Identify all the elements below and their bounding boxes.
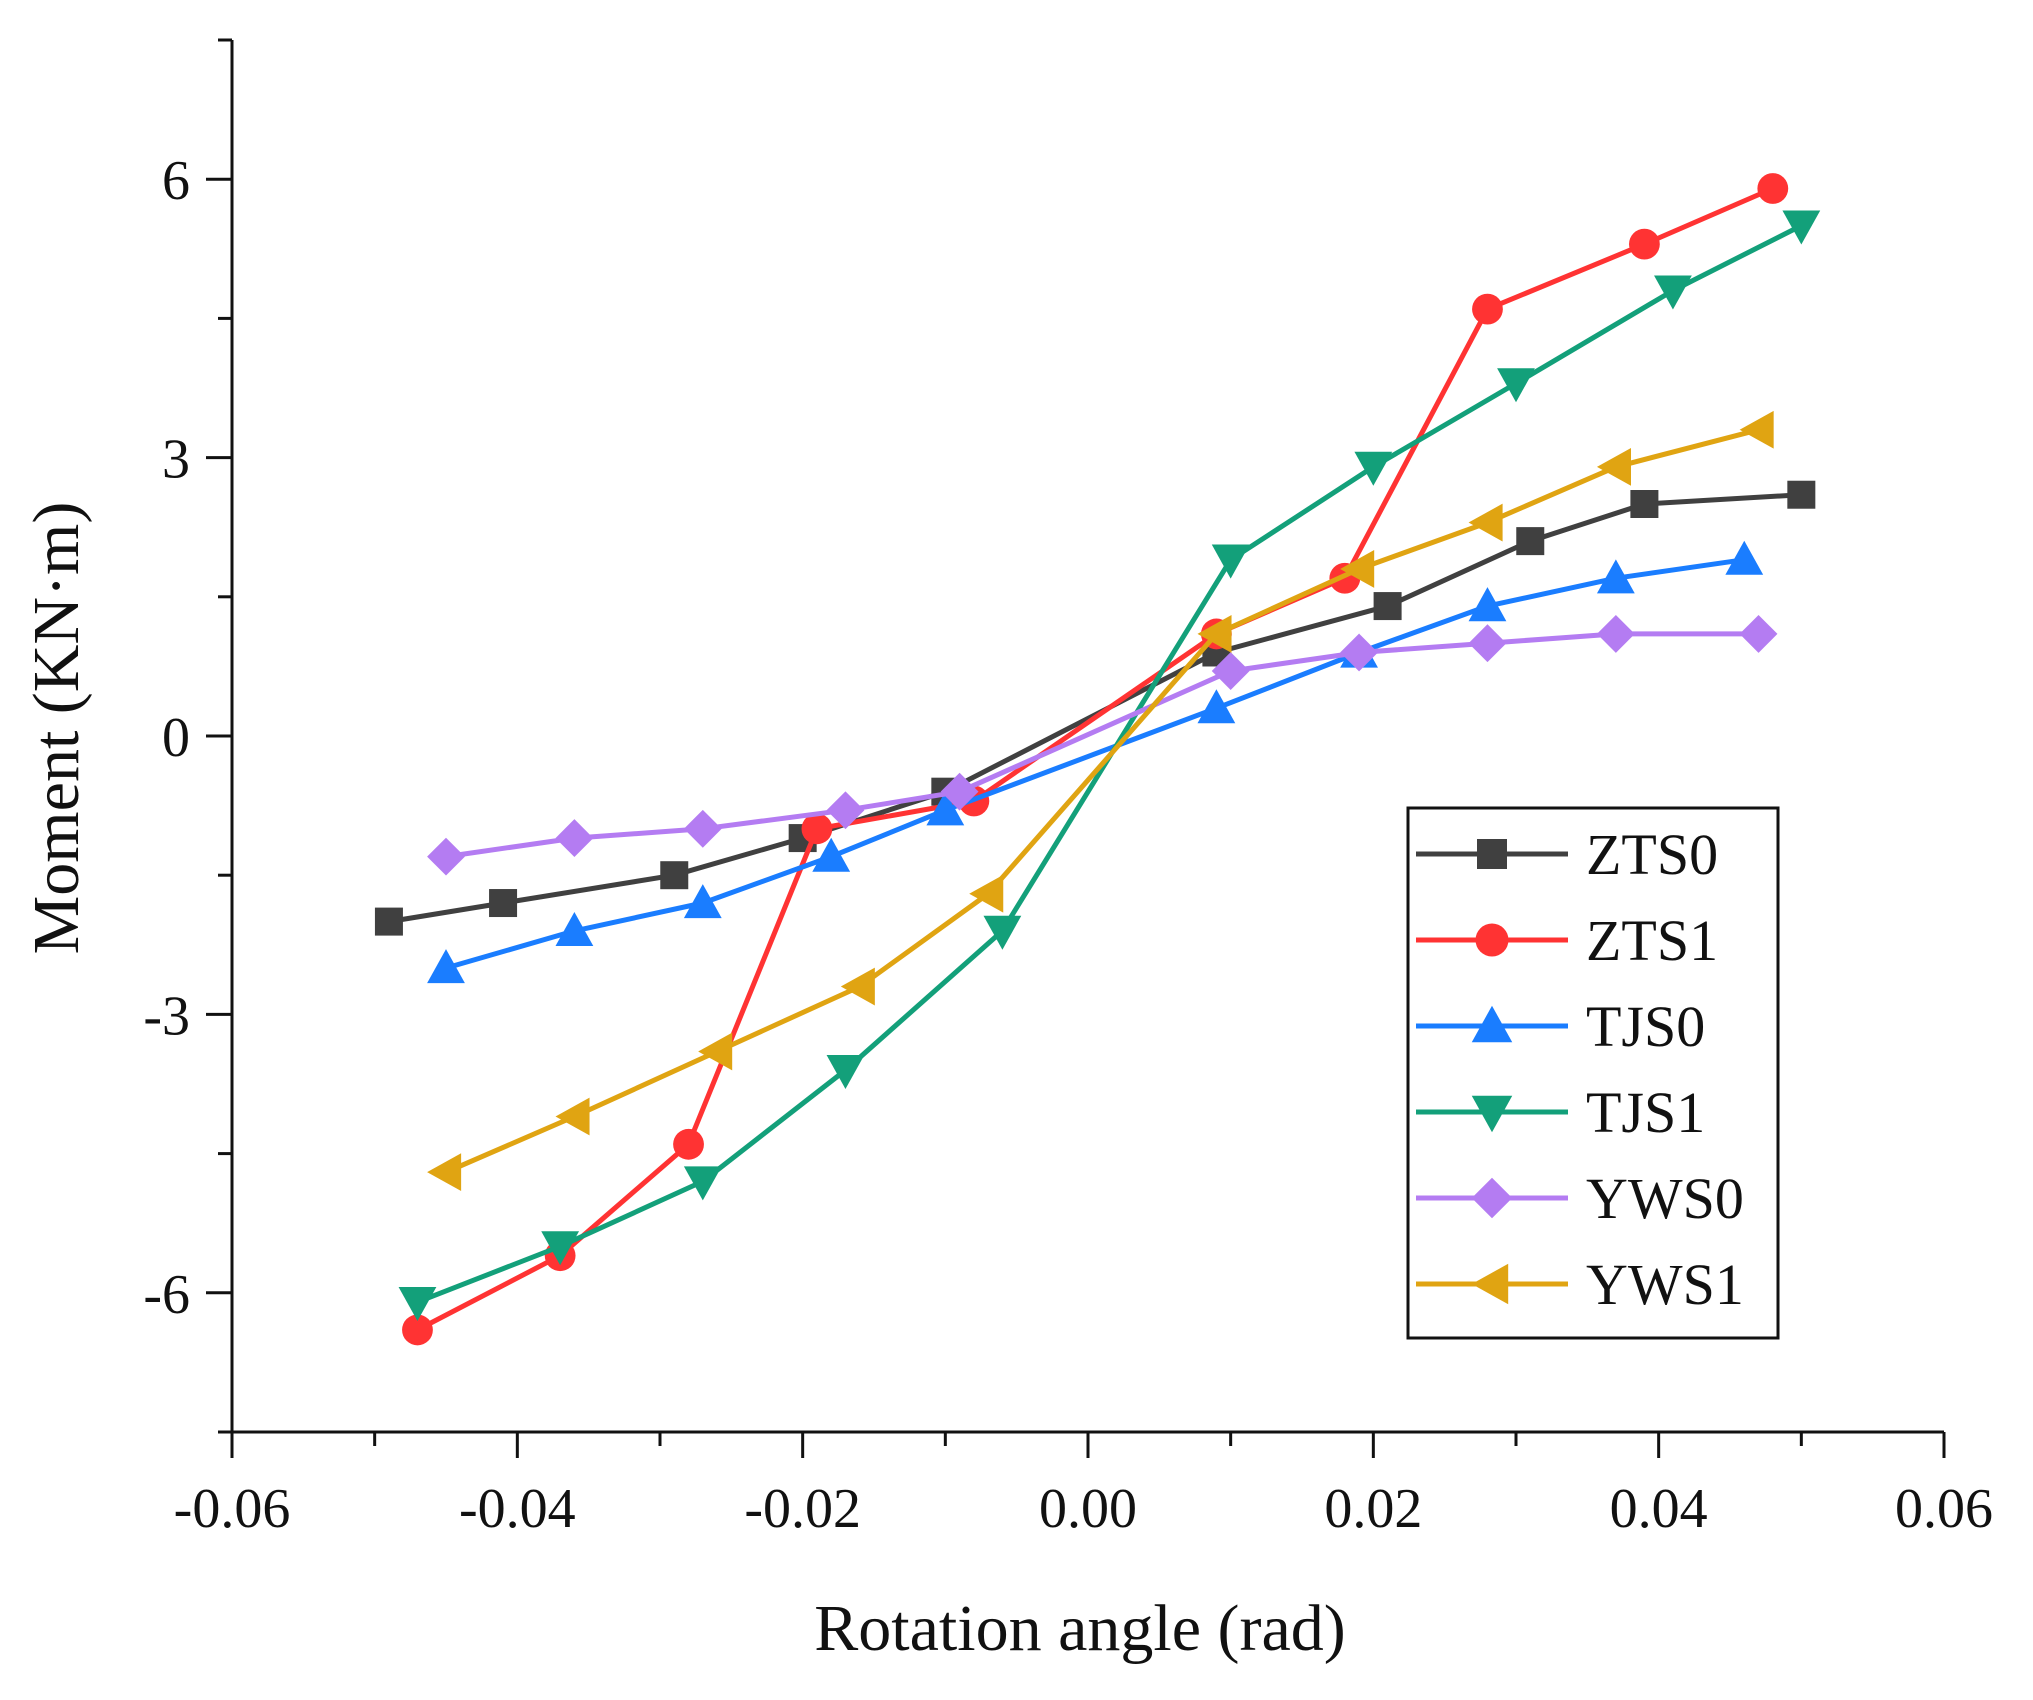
x-tick-label: 0.00 xyxy=(1039,1478,1137,1540)
data-point-yws1 xyxy=(1340,550,1375,588)
data-point-yws1 xyxy=(698,1032,733,1071)
x-tick-label: 0.02 xyxy=(1324,1478,1422,1540)
data-point-tjs1 xyxy=(1354,451,1393,486)
data-point-tjs1 xyxy=(826,1054,865,1089)
x-tick-label: -0.02 xyxy=(744,1478,861,1540)
data-point-tjs1 xyxy=(1211,544,1250,579)
legend-marker xyxy=(1477,839,1507,869)
data-point-tjs0 xyxy=(683,884,722,919)
y-tick-label: 6 xyxy=(162,150,190,212)
data-point-tjs1 xyxy=(983,915,1022,950)
series-line-zts0 xyxy=(388,492,1802,925)
legend-label: YWS0 xyxy=(1586,1166,1744,1231)
data-point-zts1 xyxy=(801,813,833,845)
data-point-yws1 xyxy=(1468,503,1503,542)
data-point-yws1 xyxy=(555,1097,590,1136)
data-point-yws0 xyxy=(555,819,594,857)
y-tick-label: -6 xyxy=(143,1264,190,1326)
legend-label: YWS1 xyxy=(1586,1252,1744,1317)
y-axis-title: Moment (KN·m) xyxy=(20,502,93,955)
series-line-zts1 xyxy=(416,186,1774,1333)
data-point-zts1 xyxy=(402,1314,433,1346)
data-point-zts1 xyxy=(1472,293,1503,325)
x-tick-label: 0.04 xyxy=(1610,1478,1708,1540)
legend-label: ZTS0 xyxy=(1586,822,1718,887)
y-tick-label: 0 xyxy=(162,707,190,769)
data-point-zts0 xyxy=(489,889,518,918)
data-point-yws1 xyxy=(969,874,1004,913)
data-point-yws1 xyxy=(427,1153,462,1192)
legend-box xyxy=(1406,806,1780,1340)
data-point-tjs1 xyxy=(1654,275,1692,310)
series-line-yws1 xyxy=(445,427,1760,1175)
legend-item-zts0: ZTS0 xyxy=(1416,822,1718,887)
legend-label: TJS0 xyxy=(1586,994,1705,1059)
data-point-tjs0 xyxy=(1468,587,1507,622)
data-point-yws0 xyxy=(1211,652,1250,690)
y-axis-ticks: -6 -3 0 3 6 xyxy=(143,38,232,1434)
data-point-tjs0 xyxy=(1596,559,1635,594)
data-point-zts0 xyxy=(1787,480,1816,509)
data-point-tjs1 xyxy=(1497,368,1535,403)
data-point-yws0 xyxy=(427,837,465,876)
legend-item-yws0: YWS0 xyxy=(1416,1166,1744,1231)
legend-item-yws1: YWS1 xyxy=(1416,1252,1744,1317)
data-point-yws1 xyxy=(840,967,875,1006)
data-point-tjs0 xyxy=(812,837,851,872)
data-point-zts0 xyxy=(374,907,403,936)
data-point-zts0 xyxy=(1630,490,1659,518)
data-point-yws0 xyxy=(940,772,979,811)
data-point-yws1 xyxy=(1197,615,1232,653)
legend-item-tjs1: TJS1 xyxy=(1416,1080,1705,1145)
legend-marker xyxy=(1471,1005,1513,1043)
legend-marker xyxy=(1475,923,1509,957)
data-point-tjs0 xyxy=(1725,540,1764,575)
data-point-yws0 xyxy=(683,809,722,848)
y-tick-label: -3 xyxy=(143,985,190,1047)
data-point-zts0 xyxy=(1516,527,1545,556)
y-tick-label: 3 xyxy=(162,429,190,491)
legend-item-tjs0: TJS0 xyxy=(1416,994,1705,1059)
x-axis-ticks: -0.06 -0.04 -0.02 0.00 0.02 0.04 0.06 xyxy=(174,1432,1993,1540)
x-tick-label: -0.06 xyxy=(174,1478,291,1540)
data-point-tjs0 xyxy=(1197,689,1236,724)
data-point-yws0 xyxy=(1468,624,1507,663)
data-point-tjs0 xyxy=(555,911,594,946)
data-point-zts1 xyxy=(1757,173,1789,204)
legend: ZTS0 ZTS1 TJS0 TJS1 YWS0 YWS1 xyxy=(1406,806,1780,1340)
data-point-tjs0 xyxy=(427,949,465,984)
legend-label: TJS1 xyxy=(1586,1080,1705,1145)
legend-marker xyxy=(1471,1095,1513,1133)
legend-marker xyxy=(1471,1177,1513,1219)
legend-marker xyxy=(1471,1263,1509,1305)
x-tick-label: -0.04 xyxy=(459,1478,576,1540)
data-point-yws1 xyxy=(1596,447,1631,486)
data-point-yws1 xyxy=(1739,410,1774,449)
data-point-zts0 xyxy=(660,861,689,890)
data-point-yws0 xyxy=(826,791,865,830)
legend-label: ZTS1 xyxy=(1586,908,1718,973)
series-tjs0 xyxy=(427,540,1764,984)
data-point-tjs1 xyxy=(683,1166,722,1201)
data-point-zts0 xyxy=(1373,592,1402,621)
series-line-yws0 xyxy=(445,631,1759,860)
series-lines xyxy=(374,173,1821,1346)
series-line-tjs0 xyxy=(445,557,1745,971)
data-point-yws0 xyxy=(1596,615,1635,653)
series-yws1 xyxy=(427,410,1774,1192)
data-point-tjs1 xyxy=(541,1231,580,1266)
data-point-yws0 xyxy=(1340,633,1378,672)
data-point-zts1 xyxy=(673,1128,704,1160)
x-tick-label: 0.06 xyxy=(1895,1478,1993,1540)
x-axis-title: Rotation angle (rad) xyxy=(814,1592,1345,1665)
data-point-tjs1 xyxy=(1782,210,1821,245)
data-point-tjs1 xyxy=(398,1286,437,1321)
data-point-yws0 xyxy=(1739,615,1778,653)
series-yws0 xyxy=(427,615,1778,876)
legend-item-zts1: ZTS1 xyxy=(1416,908,1718,973)
data-point-tjs0 xyxy=(926,791,965,826)
data-point-zts1 xyxy=(1629,228,1660,260)
